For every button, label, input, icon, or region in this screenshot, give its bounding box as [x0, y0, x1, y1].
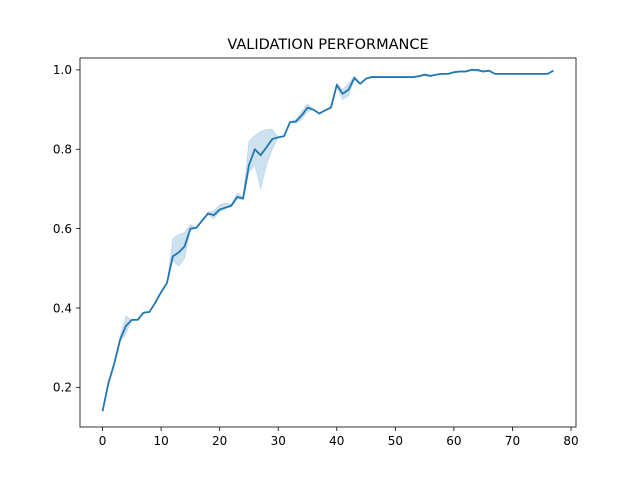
y-tick-label: 0.6: [53, 222, 72, 236]
plot-area: [101, 68, 554, 412]
confidence-band: [102, 68, 554, 412]
x-tick-label: 40: [329, 434, 344, 448]
chart-title: VALIDATION PERFORMANCE: [227, 37, 428, 53]
x-tick-label: 20: [212, 434, 227, 448]
x-tick-label: 80: [563, 434, 578, 448]
y-axis: 0.2 0.4 0.6 0.8 1.0: [53, 63, 80, 395]
x-tick-label: 10: [153, 434, 168, 448]
axes-frame: [79, 57, 577, 428]
series-line: [101, 69, 554, 412]
x-tick-label: 50: [388, 434, 403, 448]
x-tick-label: 70: [505, 434, 520, 448]
x-tick-label: 60: [446, 434, 461, 448]
y-tick-label: 0.8: [53, 143, 72, 157]
y-tick-label: 0.2: [53, 381, 72, 395]
y-tick-label: 1.0: [53, 63, 72, 77]
x-axis: 0 10 20 30 40 50 60 70 80: [99, 427, 579, 448]
x-tick-label: 30: [271, 434, 286, 448]
y-tick-label: 0.4: [53, 301, 72, 315]
x-tick-label: 0: [99, 434, 107, 448]
